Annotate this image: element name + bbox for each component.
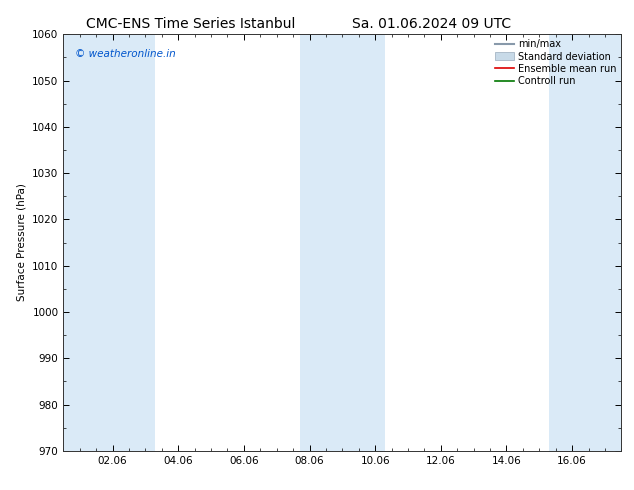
Text: © weatheronline.in: © weatheronline.in — [75, 49, 176, 59]
Bar — [549, 34, 621, 451]
Bar — [300, 34, 385, 451]
Text: CMC-ENS Time Series Istanbul: CMC-ENS Time Series Istanbul — [86, 17, 295, 31]
Bar — [63, 34, 155, 451]
Y-axis label: Surface Pressure (hPa): Surface Pressure (hPa) — [16, 184, 27, 301]
Legend: min/max, Standard deviation, Ensemble mean run, Controll run: min/max, Standard deviation, Ensemble me… — [493, 37, 618, 88]
Text: Sa. 01.06.2024 09 UTC: Sa. 01.06.2024 09 UTC — [352, 17, 510, 31]
